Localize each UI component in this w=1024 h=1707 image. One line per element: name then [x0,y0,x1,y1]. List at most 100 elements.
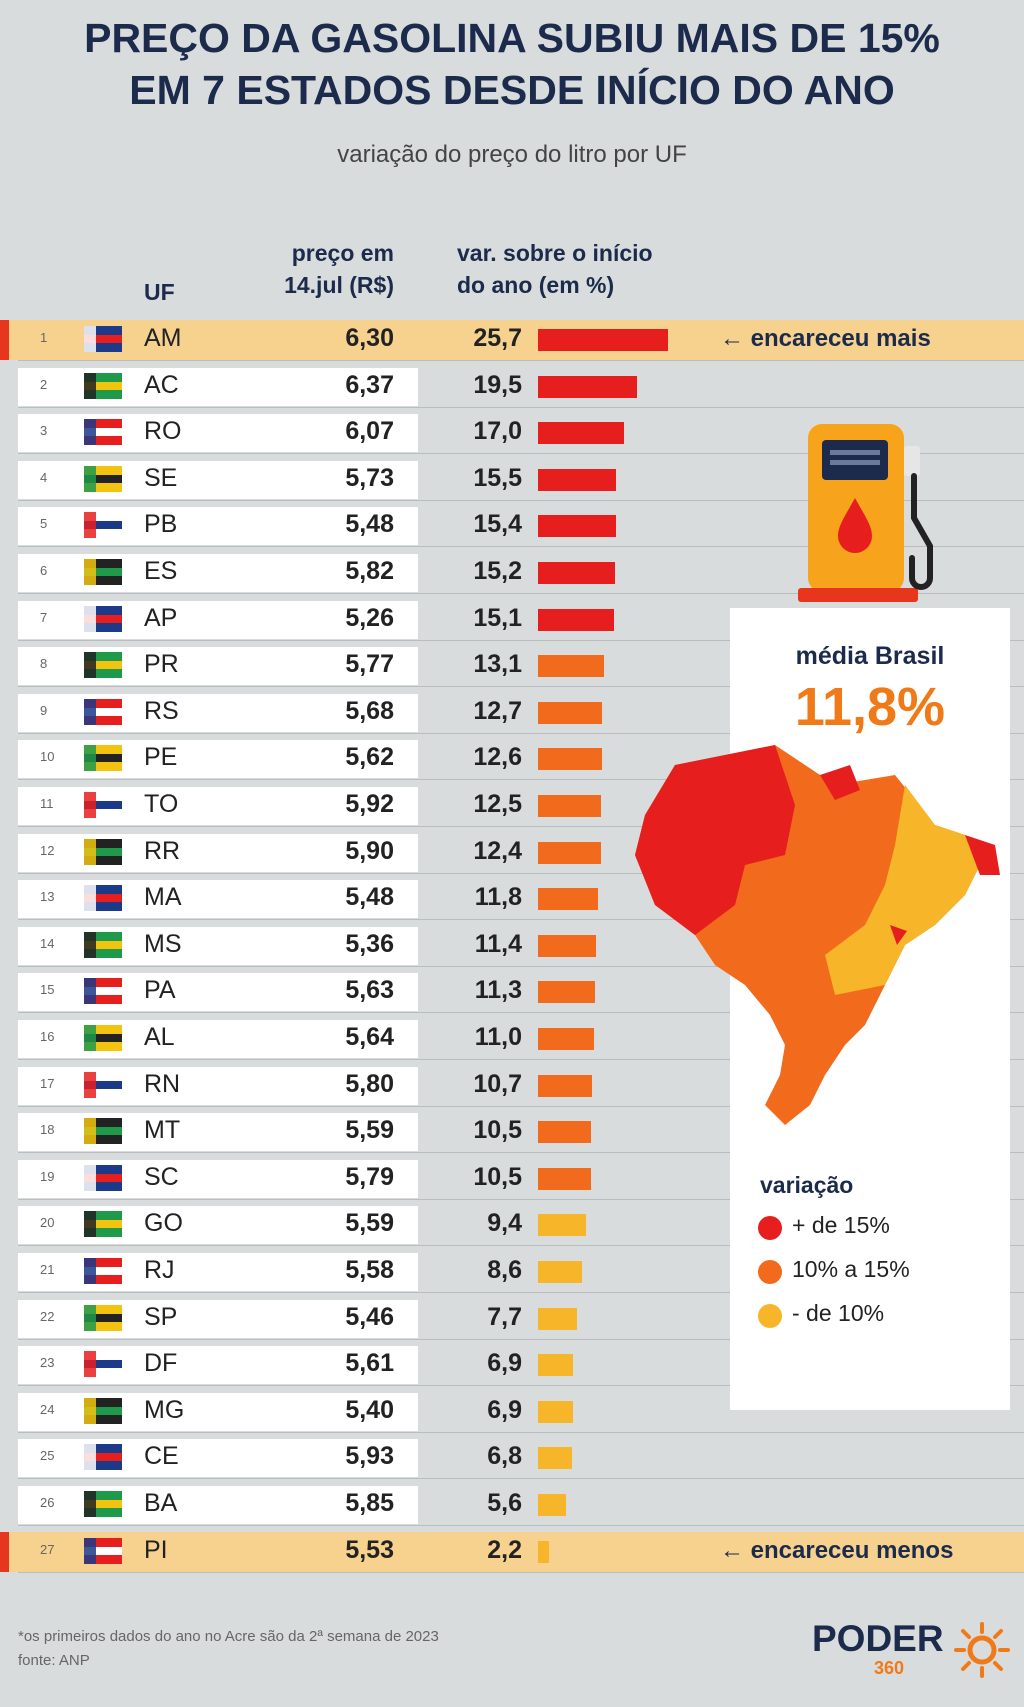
row-rank: 5 [40,516,48,532]
bar [538,701,603,724]
table-row: 15 PA 5,63 11,3 [0,970,1024,1014]
row-rank: 19 [40,1168,55,1184]
state-flag-icon [84,1304,122,1331]
bar [538,1167,592,1190]
bar [538,608,615,631]
column-header-uf: UF [144,279,175,305]
bar-value-label: 12,4 [473,836,522,865]
state-code: RJ [144,1256,175,1284]
bar [538,1540,550,1563]
legend-text-mid: 10% a 15% [792,1256,910,1282]
state-price: 5,48 [345,883,394,912]
state-price: 5,59 [345,1209,394,1238]
state-price: 5,90 [345,836,394,865]
title-line-1: PREÇO DA GASOLINA SUBIU MAIS DE 15% [84,15,940,61]
bar [538,422,624,445]
state-code: MT [144,1116,181,1145]
table-row: 18 MT 5,59 10,5 [0,1110,1024,1154]
logo-text: PODER [812,1618,944,1659]
bar-value-label: 17,0 [473,417,522,446]
state-code: BA [144,1489,178,1517]
table-row: 19 SC 5,79 10,5 [0,1157,1024,1200]
bar-value-label: 19,5 [473,370,522,399]
row-divider [18,1105,1024,1107]
brazil-map [635,745,1000,1125]
legend-dot-high [758,1216,782,1240]
bar-value-label: 7,7 [487,1302,522,1331]
bar-value-label: 15,5 [473,463,522,492]
bar [538,981,596,1004]
state-price: 5,92 [345,790,394,818]
bar-value-label: 12,7 [473,696,522,725]
row-divider [18,1245,1024,1247]
bar-value-label: 13,1 [473,650,522,679]
state-flag-icon [84,745,122,772]
row-divider [18,499,1024,501]
state-price: 5,77 [345,650,394,679]
state-flag-icon [84,1351,122,1378]
state-flag-icon [84,1071,122,1098]
table-row: 22 SP 5,46 7,7 [0,1297,1024,1340]
row-rank: 11 [40,796,54,811]
state-flag-icon [84,419,122,446]
row-divider [18,1152,1024,1154]
state-price: 5,61 [345,1349,394,1378]
row-rank: 9 [40,702,48,718]
table-row: 12 RR 5,90 12,4 [0,831,1024,874]
table-row: 11 TO 5,92 12,5 [0,784,1024,827]
row-divider [18,1338,1024,1340]
bar [538,1447,573,1470]
bar-value-label: 10,7 [473,1069,522,1098]
table-row: 3 RO 6,07 17,0 [0,411,1024,455]
bar [538,468,617,491]
state-flag-icon [84,605,122,632]
column-header-price: preço em 14.jul (R$) [218,237,394,301]
state-flag-icon [84,465,122,492]
state-flag-icon [84,838,122,865]
state-flag-icon [84,512,122,539]
row-rank: 24 [40,1401,55,1417]
state-price: 5,80 [345,1069,394,1098]
bar [538,515,616,538]
legend-dot-mid [758,1260,782,1284]
row-rank: 15 [40,982,55,998]
row-divider [18,826,1024,827]
bar [538,655,605,678]
state-price: 5,48 [345,510,394,539]
bar [538,841,601,864]
table-row: 1 AM 6,30 25,7 ← encareceu mais [0,318,1024,361]
table-row: 27 PI 5,53 2,2 ← encareceu menos [0,1530,1024,1573]
logo-subtext: 360 [874,1658,905,1678]
column-header-price-line-2: 14.jul (R$) [284,272,394,298]
state-code: GO [144,1209,183,1238]
state-code: MS [144,929,182,958]
row-rank: 27 [40,1541,55,1557]
table-row: 14 MS 5,36 11,4 [0,924,1024,967]
state-price: 5,93 [345,1442,394,1471]
state-flag-icon [84,1164,122,1191]
state-code: CE [144,1442,179,1471]
bar [538,795,602,817]
table-row: 23 DF 5,61 6,9 [0,1343,1024,1387]
bar-value-label: 25,7 [473,324,522,352]
bar-value-label: 15,1 [473,603,522,632]
row-rank: 23 [40,1355,55,1371]
legend-dot-low [758,1304,782,1328]
state-flag-icon [84,1118,122,1145]
row-rank: 13 [40,889,55,905]
row-divider [18,919,1024,921]
table-row: 24 MG 5,40 6,9 [0,1390,1024,1433]
bar [538,934,596,957]
row-divider [18,1292,1024,1293]
row-rank: 1 [40,330,48,345]
state-flag-icon [84,1537,122,1564]
chart-title: PREÇO DA GASOLINA SUBIU MAIS DE 15% EM 7… [0,12,1024,116]
bar [538,748,602,771]
row-rank: 10 [40,749,55,765]
state-price: 5,36 [345,929,394,958]
state-price: 5,82 [345,557,394,585]
table-row: 13 MA 5,48 11,8 [0,877,1024,921]
row-rank: 17 [40,1075,55,1091]
state-price: 6,30 [345,324,394,352]
row-divider [18,1385,1024,1387]
